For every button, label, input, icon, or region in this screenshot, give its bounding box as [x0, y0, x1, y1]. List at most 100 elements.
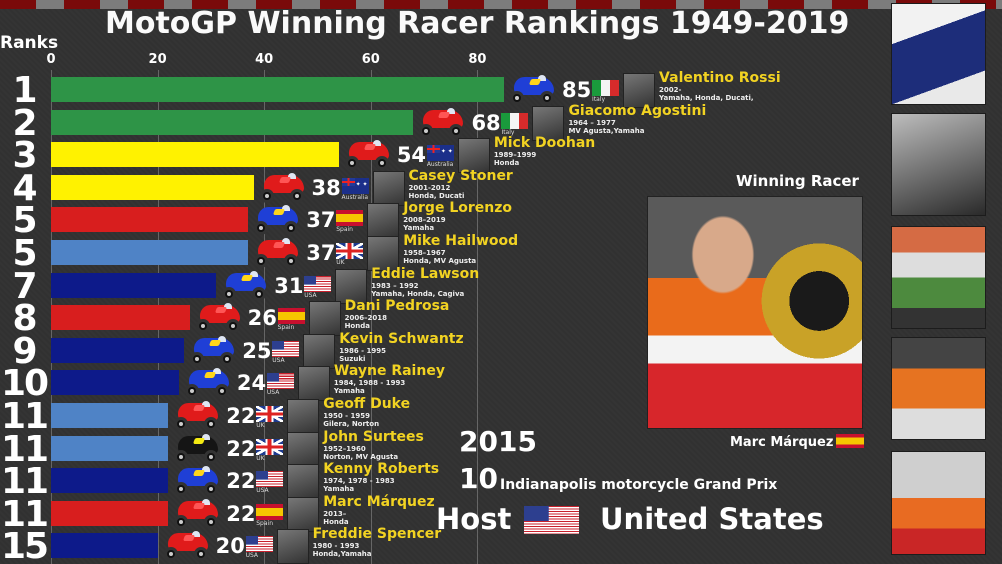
- bar: [51, 305, 190, 331]
- country-label: Spain: [336, 226, 353, 234]
- racer-years: 2001-2012: [408, 183, 451, 192]
- au-flag-icon: [426, 145, 454, 162]
- bar: [51, 174, 254, 200]
- racer-teams: Norton, MV Agusta: [323, 452, 399, 461]
- win-count: 37: [306, 208, 336, 233]
- rank-number: 11: [0, 428, 49, 470]
- win-count: 85: [562, 78, 592, 102]
- racer-name: Jorge Lorenzo: [403, 200, 512, 217]
- chart-row: 1 85 Italy Valentino Rossi 2002- Yamaha,…: [0, 70, 870, 111]
- ranks-axis-label: Ranks: [0, 33, 59, 53]
- it-flag-icon: [592, 80, 620, 96]
- country-label: Australia: [341, 193, 369, 201]
- bar: [51, 403, 169, 428]
- country-label: UK: [336, 259, 345, 266]
- motorcycle-icon: [172, 464, 222, 498]
- chart-row: 9 25 USA Kevin Schwantz 1986 - 1995 Suzu…: [0, 331, 870, 372]
- racer-teams: Yamaha, Honda, Cagiva: [371, 289, 465, 298]
- racer-years: 1974, 1978 - 1983: [323, 477, 395, 486]
- racer-name: Giacomo Agostini: [568, 102, 707, 119]
- racer-photo: [367, 236, 400, 271]
- x-tick-label: 60: [361, 52, 380, 67]
- bar: [51, 435, 169, 461]
- win-count: 25: [242, 338, 272, 363]
- country-label: USA: [272, 356, 285, 364]
- event-year: 2015: [459, 425, 537, 458]
- win-count: 24: [236, 371, 267, 396]
- win-count: 20: [215, 534, 245, 559]
- racer-name: Marc Márquez: [323, 493, 435, 510]
- racer-photo: [276, 529, 309, 564]
- win-count: 68: [471, 110, 501, 135]
- racer-name: Valentino Rossi: [659, 70, 781, 86]
- checkered-border: [0, 0, 1002, 9]
- country-label: Spain: [256, 519, 274, 527]
- motorcycle-icon: [183, 366, 233, 400]
- racer-photo: [308, 301, 341, 337]
- rank-number: 10: [0, 363, 49, 405]
- win-count: 22: [226, 404, 256, 428]
- bar: [51, 272, 217, 298]
- gridline: [370, 70, 372, 564]
- racer-photo: [303, 333, 336, 369]
- racer-years: 2006–2018: [344, 314, 388, 323]
- racer-photo: [297, 366, 330, 402]
- country-label: USA: [304, 291, 317, 299]
- win-count: 22: [226, 501, 256, 526]
- racer-photo: [287, 399, 320, 434]
- racer-teams: Honda: [344, 322, 370, 331]
- bar: [51, 468, 169, 494]
- chart-row: 10 24 USA Wayne Rainey 1984, 1988 - 1993…: [0, 363, 870, 404]
- racer-name: Geoff Duke: [323, 396, 411, 412]
- winning-racer-photo: [647, 196, 863, 429]
- side-racer-photo: [891, 113, 986, 216]
- racer-name: Kevin Schwantz: [339, 330, 464, 347]
- winning-racer-label: Winning Racer: [736, 172, 859, 190]
- win-count: 26: [247, 306, 277, 331]
- racer-name: Mick Doohan: [493, 135, 596, 152]
- country-label: Italy: [501, 128, 515, 136]
- racer-teams: Yamaha: [403, 224, 435, 233]
- racer-photo: [532, 105, 565, 141]
- event-grand-prix: Indianapolis motorcycle Grand Prix: [500, 477, 778, 493]
- racer-teams: MV Agusta,Yamaha: [568, 126, 645, 135]
- winning-racer-name: Marc Márquez: [730, 435, 834, 450]
- us-flag-icon: [256, 471, 284, 488]
- country-label: USA: [256, 487, 269, 495]
- country-label: UK: [256, 422, 265, 429]
- usa-flag-icon: [524, 506, 579, 534]
- us-flag-icon: [266, 373, 294, 390]
- us-flag-icon: [245, 536, 273, 553]
- country-label: Spain: [277, 324, 295, 332]
- country-label: USA: [245, 552, 259, 560]
- rank-number: 11: [0, 493, 49, 535]
- motorcycle-icon: [188, 334, 238, 368]
- side-racer-photo: [891, 226, 986, 329]
- gridline: [264, 70, 266, 564]
- event-round: 10: [459, 462, 498, 495]
- bar: [51, 533, 158, 559]
- win-count: 38: [311, 175, 341, 200]
- racer-photo: [367, 203, 400, 239]
- chart-row: 7 31 USA Eddie Lawson 1983 – 1992 Yamaha…: [0, 266, 870, 307]
- racer-photo: [287, 464, 320, 500]
- bar: [51, 142, 339, 168]
- rank-number: 4: [12, 167, 37, 209]
- racer-photo: [372, 170, 405, 206]
- chart-row: 15 20 USA Freddie Spencer 1980 - 1993 Ho…: [0, 526, 870, 564]
- au-flag-icon: [341, 177, 369, 194]
- racer-photo: [623, 73, 656, 108]
- bar: [51, 240, 249, 265]
- motorcycle-icon: [258, 171, 308, 205]
- racer-years: 1952–1960: [323, 444, 366, 453]
- x-tick-label: 80: [468, 52, 487, 67]
- rank-number: 5: [12, 200, 37, 242]
- spain-flag-icon: [836, 434, 864, 448]
- bar: [51, 500, 169, 526]
- chart-title: MotoGP Winning Racer Rankings 1949-2019: [105, 6, 850, 41]
- motorcycle-icon: [252, 203, 302, 237]
- x-tick-label: 40: [255, 52, 274, 67]
- rank-number: 5: [12, 233, 37, 274]
- country-label: UK: [256, 454, 265, 462]
- racer-name: Casey Stoner: [408, 167, 513, 184]
